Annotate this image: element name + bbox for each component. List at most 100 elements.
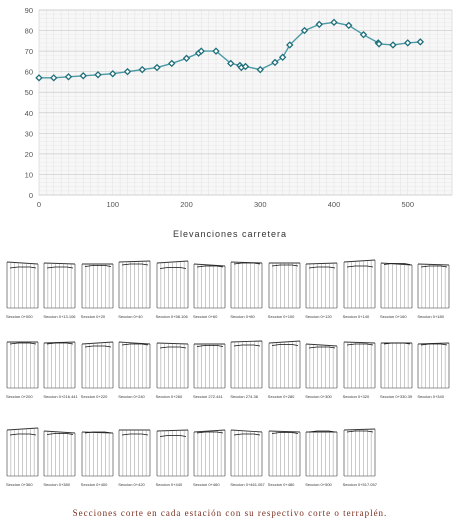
cross-section-drawing — [193, 343, 226, 389]
cross-section-drawing — [305, 430, 338, 477]
cross-section-label: Seccion 0+320 — [342, 394, 370, 399]
cross-section-label: Seccion 0+330.39 — [380, 394, 413, 399]
cross-section-drawing — [305, 343, 338, 389]
data-point — [241, 62, 250, 71]
cross-section: Seccion 0+200 — [6, 334, 42, 399]
cross-section: Seccion 0+360 — [6, 422, 42, 487]
data-point — [138, 65, 146, 74]
data-point — [256, 65, 264, 74]
cross-section-drawing — [193, 429, 226, 477]
cross-section: Seccion 0+216.441 — [43, 334, 79, 399]
cross-section-drawing — [343, 341, 375, 389]
sections-caption: Secciones corte en cada estación con su … — [72, 508, 388, 518]
cross-section-drawing — [231, 340, 263, 389]
y-tick-label: 20 — [25, 150, 33, 159]
x-tick-label: 400 — [328, 200, 341, 209]
cross-section-label: Seccion 0+40 — [118, 314, 143, 319]
data-point — [389, 41, 397, 49]
cross-section: Seccion 0+180 — [417, 254, 453, 319]
cross-section-label: Seccion 0+200 — [6, 394, 33, 399]
cross-section-drawing — [118, 341, 151, 389]
cross-section-label: Seccion 0+140 — [342, 314, 370, 319]
cross-section-drawing — [380, 342, 413, 389]
data-point — [35, 74, 43, 82]
cross-section-drawing — [118, 260, 151, 309]
cross-section-label: Seccion 0+120 — [305, 314, 332, 319]
cross-section-label: Seccion 0+80 — [230, 314, 255, 319]
data-point — [416, 38, 425, 46]
cross-section: Seccion 0+480 — [268, 422, 304, 487]
cross-section-drawing — [343, 428, 375, 477]
cross-section-label: Seccion 0+13.106 — [43, 314, 76, 319]
cross-sections-grid: Seccion 0+000 Seccion 0+13.106 Seccion 0+2… — [0, 254, 460, 504]
data-point — [182, 54, 191, 63]
cross-section: Seccion 0+330.39 — [380, 334, 416, 399]
cross-section-drawing — [156, 429, 188, 477]
y-tick-label: 50 — [25, 88, 33, 97]
cross-section-drawing — [268, 430, 301, 477]
cross-section-label: Seccion 274.36 — [230, 394, 258, 399]
cross-section-drawing — [305, 262, 338, 309]
cross-section-label: Seccion 0+260 — [155, 394, 183, 399]
cross-section-label: Seccion 0+400 — [80, 482, 108, 487]
cross-section-label: Seccion 0+340 — [417, 394, 444, 399]
data-point — [404, 39, 412, 47]
cross-section-label: Seccion 0+420 — [118, 482, 145, 487]
cross-section-label: Seccion 0+300 — [305, 394, 332, 399]
cross-section: Seccion 0+100 — [268, 254, 304, 319]
cross-section: Seccion 0+320 — [343, 334, 379, 399]
cross-section-drawing — [6, 341, 39, 389]
cross-section: Seccion 0+60 — [193, 254, 229, 319]
cross-section-drawing — [44, 430, 76, 477]
data-point — [197, 47, 205, 55]
cross-section-label: Seccion 0+380 — [43, 482, 70, 487]
data-point — [345, 21, 353, 30]
data-point — [94, 71, 102, 79]
cross-section: Seccion 272.441 — [193, 334, 229, 399]
cross-section-drawing — [380, 262, 413, 309]
cross-section-drawing — [81, 431, 114, 477]
cross-section-label: Seccion 0+460 — [193, 482, 220, 487]
cross-section-drawing — [156, 260, 188, 309]
elevation-chart: 0 10 20 30 40 50 60 70 80 90 0 100 200 300 400 500 — [0, 0, 460, 215]
y-tick-label: 30 — [25, 129, 33, 138]
cross-section: Seccion 0+40 — [118, 254, 154, 319]
cross-section: Seccion 0+280 — [268, 334, 304, 399]
cross-section-label: Seccion 0+240 — [118, 394, 145, 399]
cross-section-label: Seccion 0+100 — [267, 314, 295, 319]
cross-section: Seccion 0+80 — [230, 254, 266, 319]
data-point — [278, 53, 287, 61]
cross-section-drawing — [44, 262, 76, 309]
cross-section: Seccion 0+440 — [156, 422, 192, 487]
data-point — [123, 67, 132, 76]
cross-section-label: Seccion 0+220 — [80, 394, 108, 399]
data-point — [212, 47, 220, 55]
cross-section: Seccion 0+220 — [81, 334, 117, 399]
cross-section: Seccion 0+300 — [305, 334, 341, 399]
cross-section: Seccion 0+20 — [81, 254, 117, 319]
y-tick-label: 10 — [25, 170, 33, 179]
cross-section: Seccion 0+461.057 — [230, 422, 266, 487]
cross-section: Seccion 0+400 — [81, 422, 117, 487]
data-point — [153, 63, 161, 72]
y-tick-label: 0 — [29, 191, 33, 200]
cross-section-label: Seccion 0+180 — [417, 314, 444, 319]
cross-section-drawing — [231, 261, 263, 309]
cross-section-label: Seccion 0+20 — [80, 314, 106, 319]
cross-section: Seccion 0+420 — [118, 422, 154, 487]
cross-section-label: Seccion 0+58.106 — [155, 314, 188, 319]
cross-section-drawing — [81, 341, 114, 389]
cross-section: Seccion 0+13.106 — [43, 254, 79, 319]
data-point — [168, 59, 176, 68]
data-point — [286, 41, 294, 49]
cross-section: Seccion 0+58.106 — [156, 254, 192, 319]
data-point — [79, 72, 87, 80]
cross-section-drawing — [44, 341, 76, 389]
x-tick-label: 100 — [106, 200, 119, 209]
cross-section: Seccion 274.36 — [230, 334, 266, 399]
cross-section: Seccion 0+517.057 — [343, 422, 379, 487]
data-point — [109, 70, 117, 78]
cross-section-label: Seccion 0+461.057 — [230, 482, 265, 487]
cross-section-drawing — [81, 263, 114, 309]
cross-section-label: Seccion 0+500 — [305, 482, 332, 487]
